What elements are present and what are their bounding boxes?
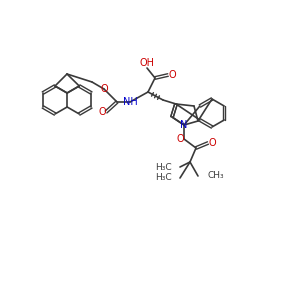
Text: O: O <box>100 84 108 94</box>
Text: H₃C: H₃C <box>155 173 172 182</box>
Text: N: N <box>180 120 188 130</box>
Text: O: O <box>98 107 106 117</box>
Text: H₃C: H₃C <box>155 163 172 172</box>
Text: O: O <box>168 70 176 80</box>
Text: O: O <box>208 138 216 148</box>
Text: OH: OH <box>140 58 154 68</box>
Text: CH₃: CH₃ <box>208 172 225 181</box>
Text: O: O <box>176 134 184 144</box>
Text: NH: NH <box>123 97 137 107</box>
